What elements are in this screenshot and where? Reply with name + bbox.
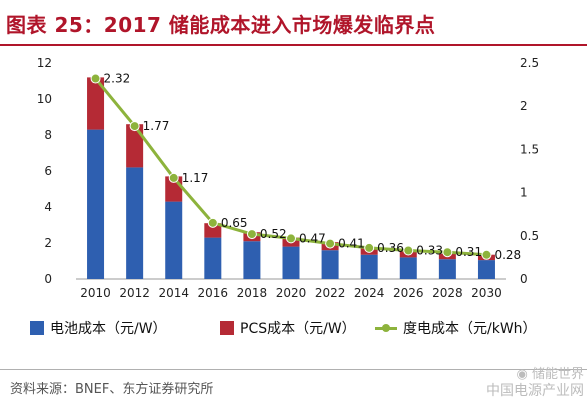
chart-bars (87, 77, 495, 279)
watermark: ◉ 储能世界 中国电源产业网 (452, 367, 584, 401)
x-tick-label: 2016 (198, 286, 229, 300)
y-right-tick-label: 0.5 (520, 229, 539, 243)
source-divider (0, 369, 587, 370)
bar-battery-cost (243, 241, 261, 279)
x-tick-label: 2012 (119, 286, 150, 300)
bar-battery-cost (321, 250, 339, 279)
watermark-line2: 中国电源产业网 (486, 383, 584, 399)
data-label-lcoe: 0.65 (221, 216, 248, 230)
legend-swatch-lcoe (375, 321, 397, 335)
legend-swatch-battery (30, 321, 44, 335)
bar-battery-cost (204, 237, 222, 279)
x-tick-label: 2030 (471, 286, 502, 300)
y-left-tick-label: 2 (44, 236, 52, 250)
title-divider (0, 44, 587, 46)
legend-label-lcoe: 度电成本（元/kWh） (403, 321, 537, 337)
y-left-tick-label: 6 (44, 164, 52, 178)
data-label-lcoe: 1.77 (143, 119, 170, 133)
legend-item-battery: 电池成本（元/W） (30, 316, 167, 340)
chart-title: 图表 25：2017 储能成本进入市场爆发临界点 (6, 13, 436, 37)
x-tick-label: 2014 (158, 286, 189, 300)
point-lcoe (207, 217, 218, 228)
chart-legend: 电池成本（元/W） PCS成本（元/W） 度电成本（元/kWh） (30, 316, 587, 340)
x-tick-label: 2010 (80, 286, 111, 300)
x-tick-label: 2020 (276, 286, 307, 300)
legend-item-lcoe: 度电成本（元/kWh） (375, 316, 537, 340)
wechat-icon: ◉ (516, 367, 532, 382)
legend-item-pcs: PCS成本（元/W） (220, 316, 356, 340)
bar-battery-cost (126, 167, 144, 279)
y-right-tick-label: 2 (520, 99, 528, 113)
bar-battery-cost (477, 260, 495, 279)
x-tick-label: 2022 (315, 286, 346, 300)
chart-axes: 0 2 4 6 8 10 12 0 0.5 1 1.5 2 2.5 2010 2012 2014 2016 201… (37, 56, 539, 300)
y-right-tick-label: 0 (520, 272, 528, 286)
data-label-lcoe: 0.52 (260, 227, 287, 241)
bar-pcs-cost (126, 124, 144, 168)
y-left-tick-label: 0 (44, 272, 52, 286)
point-lcoe (286, 233, 296, 244)
line-lcoe (94, 77, 487, 257)
x-tick-label: 2024 (354, 286, 385, 300)
x-tick-label: 2026 (393, 286, 424, 300)
bar-pcs-cost (87, 77, 105, 130)
bar-battery-cost (282, 246, 300, 279)
y-left-tick-label: 10 (37, 92, 52, 106)
watermark-line1-text: 储能世界 (531, 367, 584, 382)
bar-battery-cost (438, 259, 456, 279)
point-lcoe (168, 172, 179, 183)
bar-battery-cost (360, 254, 378, 279)
point-lcoe (90, 73, 101, 84)
y-left-tick-label: 12 (37, 56, 52, 70)
chart-data-labels: 2.32 1.77 1.17 0.65 0.52 0.47 0.41 0.36 0.33 0.31… (104, 72, 522, 262)
y-right-tick-label: 1 (520, 186, 528, 200)
source-note: 资料来源：BNEF、东方证券研究所 (10, 382, 214, 397)
data-label-lcoe: 2.32 (104, 72, 131, 86)
data-label-lcoe: 0.36 (377, 241, 404, 255)
y-right-tick-label: 1.5 (520, 142, 539, 156)
bar-pcs-cost (204, 223, 222, 238)
point-lcoe (481, 249, 492, 260)
point-lcoe (246, 229, 257, 240)
x-tick-label: 2028 (432, 286, 463, 300)
y-left-tick-label: 4 (44, 200, 52, 214)
legend-label-battery: 电池成本（元/W） (50, 321, 167, 337)
bar-battery-cost (399, 257, 417, 279)
point-lcoe (403, 245, 414, 256)
x-tick-label: 2018 (237, 286, 268, 300)
point-lcoe (129, 121, 140, 132)
data-label-lcoe: 0.28 (494, 248, 521, 262)
chart-line (90, 73, 492, 260)
data-label-lcoe: 0.41 (338, 237, 365, 251)
y-left-tick-label: 8 (44, 128, 52, 142)
data-label-lcoe: 1.17 (182, 171, 209, 185)
data-label-lcoe: 0.47 (299, 231, 326, 245)
y-right-tick-label: 2.5 (520, 56, 539, 70)
bar-battery-cost (165, 201, 183, 279)
data-label-lcoe: 0.31 (455, 245, 482, 259)
point-lcoe (442, 247, 453, 258)
watermark-line1: ◉ 储能世界 (452, 367, 585, 383)
point-lcoe (325, 238, 336, 249)
data-label-lcoe: 0.33 (416, 243, 443, 257)
legend-swatch-pcs (220, 321, 234, 335)
bar-battery-cost (87, 129, 105, 279)
legend-label-pcs: PCS成本（元/W） (240, 321, 356, 337)
point-lcoe (364, 242, 375, 253)
